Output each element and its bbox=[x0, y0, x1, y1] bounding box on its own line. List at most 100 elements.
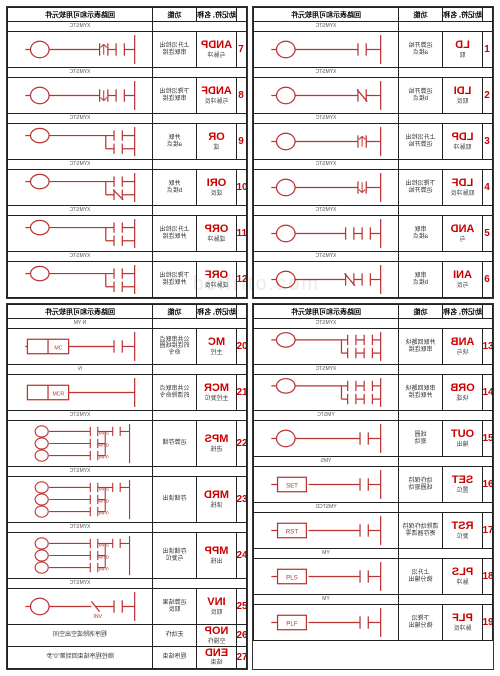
mnemonic-cell: MPP出栈 bbox=[197, 533, 237, 579]
mnemonic-cell: MRD读栈 bbox=[197, 477, 237, 523]
row-number: 1 bbox=[483, 32, 493, 68]
svg-text:MPS: MPS bbox=[99, 430, 109, 435]
function-cell: 上升沿检出串联连接 bbox=[153, 32, 197, 68]
table-row: 22 MPS进栈 运算存储 MPS MRD MPP bbox=[8, 421, 247, 467]
mnemonic-cell: PLS脉冲 bbox=[443, 559, 483, 595]
row-number: 16 bbox=[483, 467, 493, 503]
mnemonic-cell: ANDF与脉冲反 bbox=[197, 78, 237, 114]
col-symbol: 回路表示和可用软元件 bbox=[8, 8, 153, 22]
symbol-label: XYMSTC bbox=[254, 68, 399, 78]
mnemonic-cell: ORP或脉冲 bbox=[197, 216, 237, 252]
table-row: N bbox=[8, 365, 247, 375]
table-row: 15 OUT输出 线圈驱动 bbox=[254, 421, 493, 457]
row-number: 7 bbox=[237, 32, 247, 68]
row-number: 3 bbox=[483, 124, 493, 160]
function-cell: 并联b接点 bbox=[153, 170, 197, 206]
symbol-label: XYMSTC bbox=[8, 411, 153, 421]
symbol-label: XYMSTC bbox=[254, 22, 399, 32]
symbol-label: XYMSTC bbox=[8, 68, 153, 78]
table-row: XYMSTC bbox=[8, 411, 247, 421]
table-row: XYMSTC bbox=[8, 68, 247, 78]
symbol-cell bbox=[254, 32, 399, 68]
symbol-label: XYMSTC bbox=[254, 114, 399, 124]
row-number: 18 bbox=[483, 559, 493, 595]
table-row: XYMSTC bbox=[8, 114, 247, 124]
table-row: 18 PLS脉冲 上升沿微分输出 PLS bbox=[254, 559, 493, 595]
table-row: 20 MC主控 公共串联点的连接线圈命令 MC bbox=[8, 329, 247, 365]
table-row: YMSTCD bbox=[254, 503, 493, 513]
row-number: 15 bbox=[483, 421, 493, 457]
table-row: XYMSTC bbox=[8, 467, 247, 477]
table-row: YM bbox=[254, 595, 493, 605]
row-number: 5 bbox=[483, 216, 493, 252]
table-row: 13 ANB块与 并联回路块串联连接 bbox=[254, 329, 493, 365]
svg-text:INV: INV bbox=[93, 614, 102, 620]
table-row: XYMSTC bbox=[8, 160, 247, 170]
symbol-label: XYMSTC bbox=[8, 206, 153, 216]
mnemonic-cell: RST复位 bbox=[443, 513, 483, 549]
symbol-label: YMS bbox=[254, 457, 399, 467]
row-number: 11 bbox=[237, 216, 247, 252]
function-cell: 公共串联点的清除命令 bbox=[153, 375, 197, 411]
symbol-label: XYMSTC bbox=[8, 523, 153, 533]
table-row: XYMSTC bbox=[8, 523, 247, 533]
col-function: 功能 bbox=[399, 305, 443, 319]
row-number: 10 bbox=[237, 170, 247, 206]
table-row: XYMSTC bbox=[254, 206, 493, 216]
table-row: 24 MPP出栈 存储读出与复位 MPS MRD MPP bbox=[8, 533, 247, 579]
mnemonic-cell: MCR主控复位 bbox=[197, 375, 237, 411]
col-number bbox=[483, 8, 493, 22]
table-row: 17 RST复位 清除动作保持寄存器清零 RST bbox=[254, 513, 493, 549]
instruction-grid: 助记符, 名称 功能 回路表示和可用软元件 XYMSTC 1 LD取 运算开始a… bbox=[0, 0, 500, 676]
mnemonic-cell: ORI或反 bbox=[197, 170, 237, 206]
symbol-label: XYMSTC bbox=[8, 579, 153, 589]
table-row: 9 OR或 并联a接点 bbox=[8, 124, 247, 160]
mnemonic-cell: ANDP与脉冲 bbox=[197, 32, 237, 68]
symbol-cell bbox=[254, 78, 399, 114]
svg-text:MRD: MRD bbox=[98, 442, 109, 447]
table-row: YMSTC bbox=[254, 411, 493, 421]
col-number bbox=[483, 305, 493, 319]
svg-text:MPS: MPS bbox=[99, 486, 109, 491]
function-cell: 动作保持线圈驱动 bbox=[399, 467, 443, 503]
function-cell: 上升沿检出并联连接 bbox=[153, 216, 197, 252]
function-cell: 公共串联点的连接线圈命令 bbox=[153, 329, 197, 365]
row-number: 26 bbox=[237, 625, 247, 647]
symbol-label: XYMSTC bbox=[254, 160, 399, 170]
symbol-label: XYMSTC bbox=[8, 22, 153, 32]
function-cell: 存储读出 bbox=[153, 477, 197, 523]
table-row: 5 AND与 串联a接点 bbox=[254, 216, 493, 252]
symbol-cell bbox=[8, 78, 153, 114]
table-row: XYMSTC bbox=[8, 22, 247, 32]
svg-text:MRD: MRD bbox=[98, 498, 109, 503]
svg-text:MCR: MCR bbox=[52, 392, 64, 398]
row-number: 9 bbox=[237, 124, 247, 160]
function-cell: 串联回路块并联连接 bbox=[399, 375, 443, 411]
row-number: 20 bbox=[237, 329, 247, 365]
table-row: XYMSTC bbox=[8, 579, 247, 589]
table-row: 26 NOP空操作 无动作 程序消除或空出空间 bbox=[8, 625, 247, 647]
mnemonic-cell: LD取 bbox=[443, 32, 483, 68]
function-cell: 线圈驱动 bbox=[399, 421, 443, 457]
function-cell: 上升沿检出运算开始 bbox=[399, 124, 443, 160]
svg-text:RST: RST bbox=[286, 529, 299, 536]
row-number: 6 bbox=[483, 262, 493, 298]
function-cell: 串联a接点 bbox=[399, 216, 443, 252]
symbol-label: N bbox=[8, 365, 153, 375]
symbol-cell bbox=[254, 421, 399, 457]
table-row: 11 ORP或脉冲 上升沿检出并联连接 bbox=[8, 216, 247, 252]
symbol-label: XYMSTC bbox=[254, 365, 399, 375]
mnemonic-cell: ANI与反 bbox=[443, 262, 483, 298]
mnemonic-cell: SET置位 bbox=[443, 467, 483, 503]
mnemonic-cell: INV取反 bbox=[197, 589, 237, 625]
mnemonic-cell: OR或 bbox=[197, 124, 237, 160]
row-number: 23 bbox=[237, 477, 247, 523]
symbol-label: XYMSTC bbox=[254, 206, 399, 216]
col-function: 功能 bbox=[153, 305, 197, 319]
table-row: 8 ANDF与脉冲反 下降沿检出串联连接 bbox=[8, 78, 247, 114]
symbol-cell bbox=[8, 32, 153, 68]
symbol-label: XYMSTC bbox=[8, 252, 153, 262]
quadrant-1: 助记符, 名称 功能 回路表示和可用软元件 XYMSTC 1 LD取 运算开始a… bbox=[252, 6, 494, 299]
mnemonic-cell: AND与 bbox=[443, 216, 483, 252]
table-row: 12 ORF或脉冲反 下降沿检出并联连接 bbox=[8, 262, 247, 298]
